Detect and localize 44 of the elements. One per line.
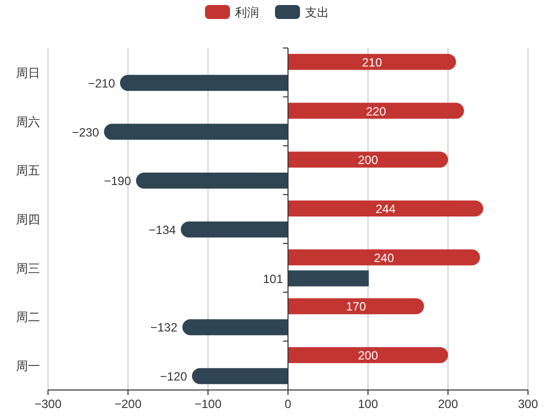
data-label: −134 bbox=[148, 223, 176, 237]
y-tick-label: 周日 bbox=[16, 66, 40, 80]
legend-label: 支出 bbox=[305, 6, 329, 20]
bar bbox=[288, 54, 456, 70]
data-label: 101 bbox=[262, 272, 284, 286]
y-tick-label: 周三 bbox=[16, 261, 40, 276]
data-label: 200 bbox=[358, 348, 378, 363]
bar bbox=[104, 124, 288, 140]
y-tick-label: 周二 bbox=[16, 310, 40, 324]
bar bbox=[288, 200, 484, 216]
data-label: 210 bbox=[362, 55, 382, 70]
bar bbox=[288, 298, 424, 314]
bar bbox=[288, 270, 369, 286]
x-tick-label: −300 bbox=[34, 397, 62, 411]
bar bbox=[288, 347, 448, 364]
data-label: −132 bbox=[150, 320, 178, 335]
bar bbox=[136, 172, 288, 189]
y-tick-label: 周五 bbox=[16, 164, 40, 178]
data-label: −230 bbox=[72, 125, 100, 140]
y-tick-label: 周四 bbox=[16, 212, 40, 226]
bar bbox=[192, 368, 288, 384]
bar bbox=[182, 319, 288, 336]
y-tick-label: 周六 bbox=[16, 114, 40, 129]
data-label: −210 bbox=[88, 76, 116, 90]
data-label: 170 bbox=[346, 300, 366, 314]
x-tick-label: −200 bbox=[114, 397, 142, 411]
bar bbox=[288, 249, 480, 266]
bar bbox=[288, 102, 464, 119]
x-tick-label: −100 bbox=[194, 397, 222, 411]
data-label: −120 bbox=[160, 370, 188, 384]
x-tick-label: 300 bbox=[518, 397, 538, 411]
x-tick-label: 100 bbox=[358, 397, 378, 411]
x-tick-label: 200 bbox=[438, 397, 458, 411]
data-label: 244 bbox=[376, 202, 396, 216]
bar bbox=[288, 152, 448, 168]
data-label: 240 bbox=[374, 250, 394, 265]
data-label: 220 bbox=[366, 104, 386, 118]
bar bbox=[180, 222, 288, 238]
legend-label: 利润 bbox=[235, 6, 259, 20]
y-tick-label: 周一 bbox=[16, 359, 40, 374]
data-label: 200 bbox=[358, 153, 378, 168]
data-label: −190 bbox=[104, 174, 132, 188]
bar bbox=[120, 74, 288, 91]
x-tick-label: 0 bbox=[284, 397, 292, 411]
